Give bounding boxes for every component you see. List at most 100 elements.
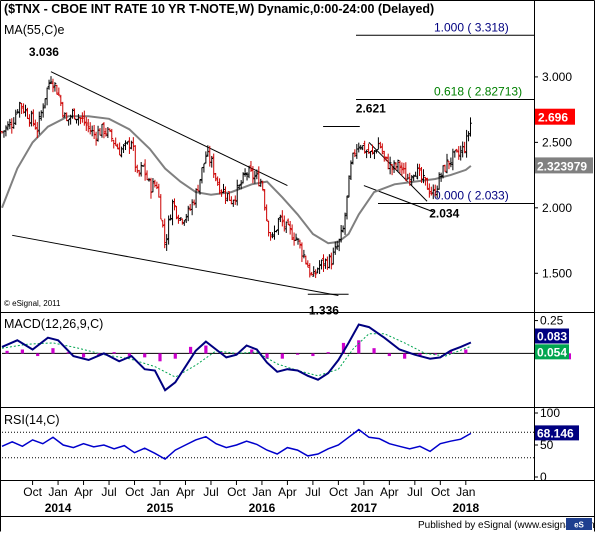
rsi-pane: RSI(14,C) 100 50 0 68.146: [1, 406, 579, 484]
macd-histogram-bar: [112, 352, 116, 354]
chart-title: ($TNX - CBOE INT RATE 10 YR T-NOTE,W) Dy…: [4, 2, 434, 16]
month-label: Oct: [329, 485, 348, 499]
macd-histogram-bar: [36, 353, 40, 357]
month-label: Jan: [252, 485, 271, 499]
macd-histogram-bar: [403, 353, 407, 359]
ma-value-label: 2.323979: [537, 159, 587, 173]
macd-histogram-bar: [296, 353, 300, 355]
month-label: Jan: [354, 485, 373, 499]
trendline: [50, 71, 288, 187]
ma-value-box: [535, 157, 593, 174]
last-price-label: 2.696: [538, 111, 568, 125]
macd-histogram-bar: [280, 353, 284, 359]
fib-label: 0.618 ( 2.82713): [434, 85, 522, 99]
macd-histogram-bar: [357, 340, 361, 354]
month-label: Apr: [380, 485, 399, 499]
time-axis: Oct Jan Apr Jul Oct Jan Apr Jul Oct Jan Apr Jul Oct J…: [23, 480, 479, 515]
macd-histogram-bar: [265, 353, 269, 359]
macd-histogram-bar: [158, 353, 162, 362]
month-label: Jul: [407, 485, 422, 499]
fib-label: 1.000 ( 3.318): [434, 20, 509, 34]
macd-tick-label: 0.25: [540, 314, 564, 328]
price-annotation: 2.034: [429, 206, 459, 220]
macd-histogram-bar: [5, 350, 9, 354]
year-label: 2014: [45, 501, 72, 515]
macd-histogram-bar: [433, 353, 437, 355]
year-label: 2017: [351, 501, 378, 515]
macd-histogram-bar: [418, 353, 422, 357]
macd-histogram-bar: [127, 353, 132, 357]
svg-text:eS: eS: [574, 521, 584, 530]
macd-histogram-bar: [250, 349, 254, 354]
month-label: Oct: [227, 485, 246, 499]
month-label: Jan: [456, 485, 475, 499]
macd-histogram-bar: [448, 350, 453, 354]
month-label: Apr: [74, 485, 93, 499]
price-annotation: 2.621: [356, 102, 386, 116]
candles: [0, 76, 472, 279]
trendline: [12, 234, 339, 297]
year-label: 2016: [249, 501, 276, 515]
esignal-logo: eS: [566, 518, 592, 530]
macd-histogram-bar: [188, 346, 193, 354]
trendlines: [12, 71, 434, 297]
price-tick-label: 2.000: [542, 201, 572, 215]
ma-label: MA(55,C)e: [4, 23, 64, 37]
year-label: 2015: [147, 501, 174, 515]
rsi-axis: 100 50 0 68.146: [534, 406, 579, 484]
macd-histogram-bar: [311, 353, 315, 357]
macd-histogram-bar: [204, 345, 208, 354]
macd-histogram-bar: [51, 348, 55, 354]
month-label: Jul: [305, 485, 320, 499]
macd-histogram-bar: [387, 353, 391, 357]
month-label: Oct: [125, 485, 144, 499]
macd-histogram-bar: [326, 352, 330, 354]
macd-histogram-bar: [464, 349, 468, 354]
month-label: Oct: [431, 485, 450, 499]
macd-lines: [1, 323, 534, 392]
price-annotation: 1.336: [309, 304, 339, 318]
price-tick-label: 1.500: [542, 266, 572, 280]
month-label: Jan: [48, 485, 67, 499]
rsi-tick-label: 50: [540, 438, 554, 452]
last-price-box: [535, 108, 575, 125]
rsi-tick-label: 100: [540, 406, 560, 420]
month-label: Jan: [150, 485, 169, 499]
macd-hist-marker: [569, 353, 571, 360]
macd-signal-line: [1, 333, 472, 378]
macd-value-label: 0.054: [537, 345, 567, 359]
rsi-value-label: 68.146: [537, 426, 574, 440]
rsi-title: RSI(14,C): [4, 413, 60, 427]
month-label: Apr: [176, 485, 195, 499]
macd-value-box: [535, 344, 569, 360]
fib-label: 0.000 ( 2.033): [434, 188, 509, 202]
price-annotation: 3.036: [29, 45, 59, 59]
year-label: 2018: [452, 501, 479, 515]
macd-line: [1, 323, 472, 392]
month-label: Oct: [23, 485, 42, 499]
macd-histogram-bar: [372, 348, 376, 354]
macd-histogram-bar: [173, 353, 177, 359]
month-label: Apr: [278, 485, 297, 499]
trendline: [368, 142, 428, 202]
trendline: [363, 185, 434, 213]
macd-value-box: [535, 328, 569, 344]
month-label: Jul: [101, 485, 116, 499]
annotations: 3.036 2.621 1.336 2.034: [29, 45, 460, 318]
moving-average: [1, 115, 472, 245]
price-tick-label: 3.000: [542, 70, 572, 84]
fibonacci-lines: 1.000 ( 3.318) 0.618 ( 2.82713) 0.000 ( 2.…: [356, 20, 534, 204]
macd-histogram-bar: [81, 353, 86, 358]
rsi-value-box: [535, 425, 579, 441]
price-tick-label: 2.500: [542, 135, 572, 149]
macd-value-label: 0.083: [537, 330, 567, 344]
macd-histogram-bar: [143, 353, 147, 358]
rsi-line: [1, 428, 534, 461]
rsi-line: [1, 428, 472, 461]
footer-credit: Published by eSignal (www.esignal.com): [418, 520, 595, 531]
